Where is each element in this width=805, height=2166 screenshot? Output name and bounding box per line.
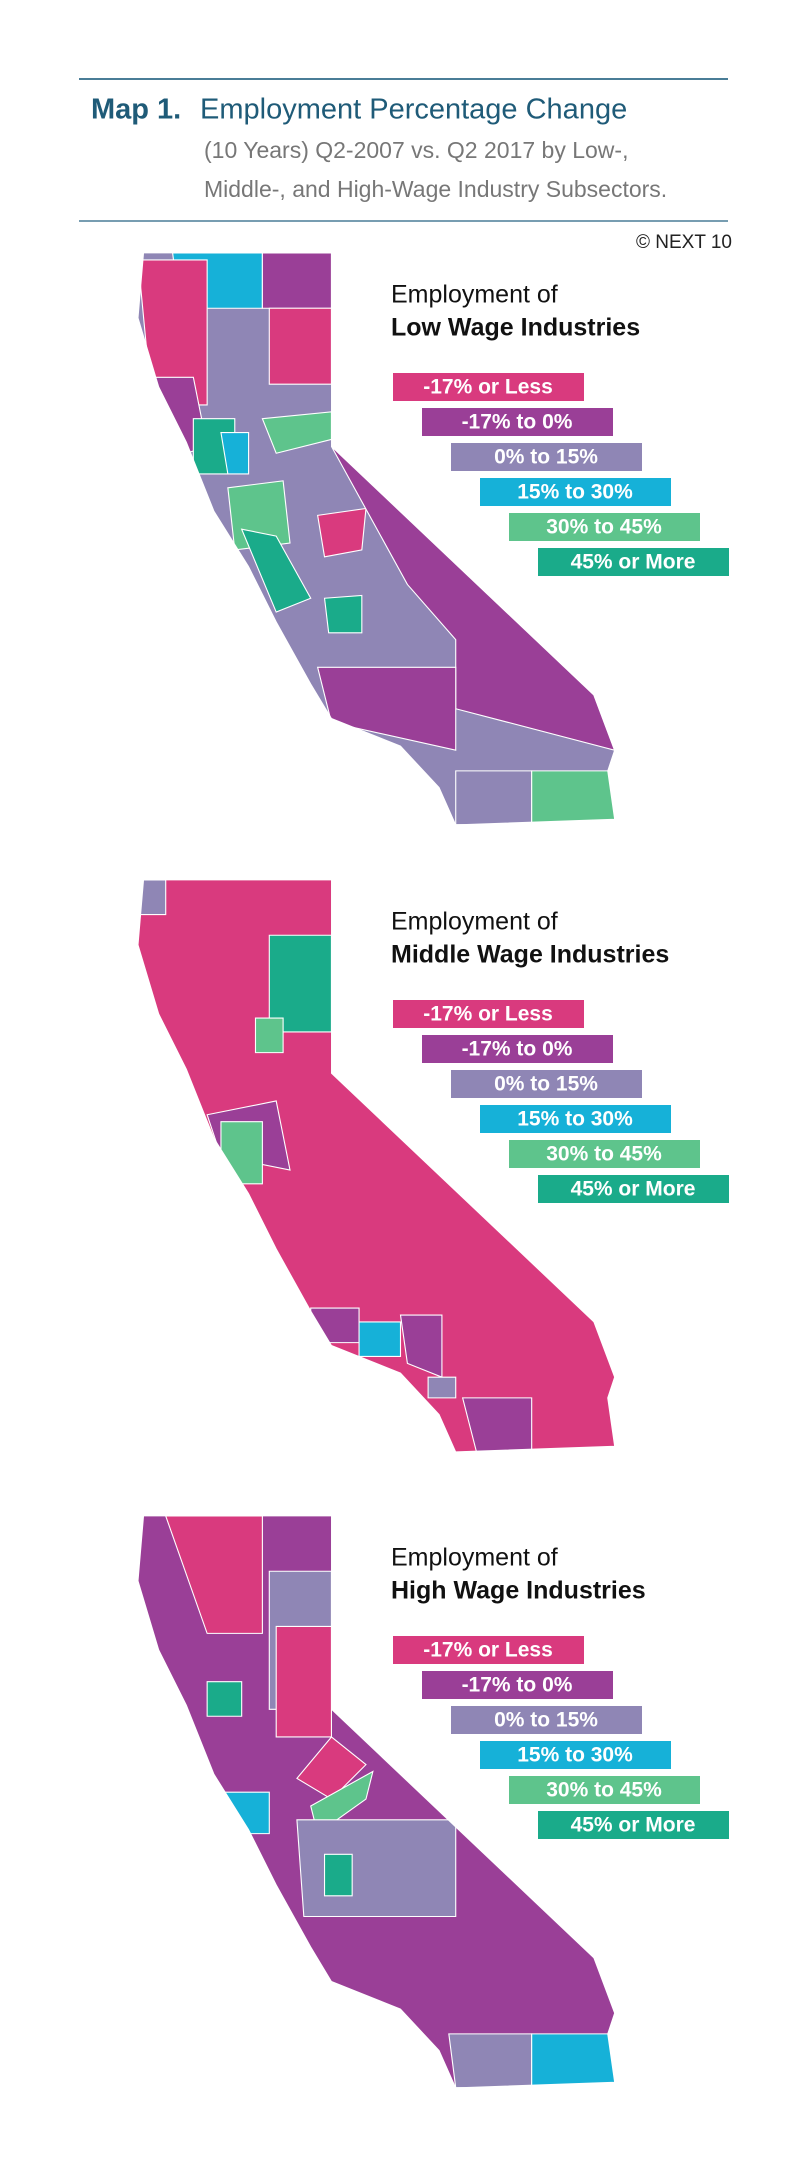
- legend-label: 45% or More: [571, 1814, 696, 1837]
- state-base: [138, 1516, 615, 2088]
- county-region: [261, 253, 332, 309]
- legend-label: 0% to 15%: [494, 1073, 598, 1096]
- map-heading: Employment of: [391, 281, 558, 309]
- county-region: [461, 1397, 533, 1452]
- county-region: [323, 594, 363, 634]
- legend-label: -17% or Less: [423, 1639, 553, 1662]
- county-region: [138, 880, 167, 916]
- county-region: [164, 1516, 263, 1634]
- county-region: [310, 1307, 360, 1344]
- legend-label: 45% or More: [571, 1178, 696, 1201]
- legend-label: -17% to 0%: [462, 411, 573, 434]
- state-outline: [137, 252, 616, 826]
- maps: Employment of Low Wage Industries -17% or …: [137, 252, 729, 2089]
- legend-swatch: [422, 1671, 613, 1699]
- legend-label: -17% or Less: [423, 376, 553, 399]
- county-region: [531, 2033, 615, 2088]
- legend-swatch: [538, 1175, 729, 1203]
- county-region: [323, 1853, 353, 1897]
- map-subheading: High Wage Industries: [391, 1577, 646, 1605]
- county-region: [448, 2033, 533, 2088]
- county-region: [358, 1321, 402, 1357]
- legend-swatch: [451, 1070, 642, 1098]
- legend-label: 30% to 45%: [546, 1143, 662, 1166]
- legend-swatch: [393, 1636, 584, 1664]
- county-region: [268, 307, 332, 385]
- county-region: [296, 1819, 457, 1918]
- legend-swatch: [480, 1105, 671, 1133]
- state-outline: [137, 879, 616, 1453]
- legend-swatch: [393, 373, 584, 401]
- california-map: [138, 880, 615, 1452]
- county-region: [268, 934, 332, 1033]
- legend-swatch: [422, 408, 613, 436]
- county-region: [316, 666, 457, 751]
- county-region: [316, 507, 367, 558]
- legend-swatch: [422, 1035, 613, 1063]
- map-label: Map 1.: [91, 94, 181, 126]
- county-region: [531, 770, 615, 825]
- map-subheading: Middle Wage Industries: [391, 941, 669, 969]
- subtitle: Middle-, and High-Wage Industry Subsecto…: [204, 176, 667, 202]
- legend-label: 15% to 30%: [517, 1108, 633, 1131]
- legend-swatch: [538, 1811, 729, 1839]
- map-title: Employment Percentage Change: [200, 94, 627, 126]
- legend-swatch: [509, 1140, 700, 1168]
- county-region: [220, 431, 250, 475]
- map-heading: Employment of: [391, 908, 558, 936]
- county-region: [275, 1625, 332, 1738]
- legend-label: 30% to 45%: [546, 516, 662, 539]
- legend-swatch: [480, 1741, 671, 1769]
- county-region: [220, 1121, 263, 1185]
- county-region: [206, 1681, 243, 1717]
- state-outline: [137, 1515, 616, 2089]
- legend-swatch: [451, 443, 642, 471]
- california-map: [138, 1516, 615, 2088]
- subtitle: (10 Years) Q2-2007 vs. Q2 2017 by Low-,: [204, 137, 628, 163]
- county-region: [213, 1791, 270, 1835]
- legend-label: 0% to 15%: [494, 1709, 598, 1732]
- county-region: [427, 1376, 457, 1399]
- county-region: [240, 528, 312, 613]
- map-heading: Employment of: [391, 1544, 558, 1572]
- map-block: [137, 1515, 616, 2089]
- county-region: [254, 1017, 284, 1054]
- legend-label: -17% to 0%: [462, 1038, 573, 1061]
- legend-swatch: [480, 478, 671, 506]
- legend-label: 15% to 30%: [517, 1744, 633, 1767]
- map-block: [137, 879, 616, 1453]
- legend-label: 30% to 45%: [546, 1779, 662, 1802]
- county-region: [455, 770, 533, 825]
- legend-label: -17% or Less: [423, 1003, 553, 1026]
- legend-swatch: [393, 1000, 584, 1028]
- credit: © NEXT 10: [636, 232, 732, 253]
- legend-label: 0% to 15%: [494, 446, 598, 469]
- legend-label: 45% or More: [571, 551, 696, 574]
- map-subheading: Low Wage Industries: [391, 314, 640, 342]
- legend-swatch: [538, 548, 729, 576]
- legend-label: -17% to 0%: [462, 1674, 573, 1697]
- legend-swatch: [451, 1706, 642, 1734]
- legend-swatch: [509, 1776, 700, 1804]
- legend-label: 15% to 30%: [517, 481, 633, 504]
- legend-swatch: [509, 513, 700, 541]
